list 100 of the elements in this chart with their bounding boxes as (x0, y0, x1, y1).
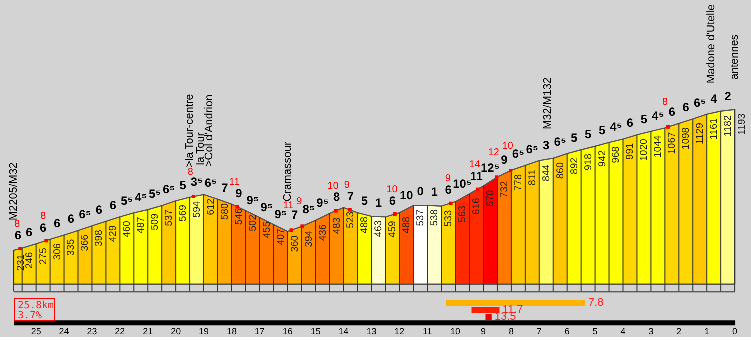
x-tick-label: 7 (536, 326, 542, 337)
annotation: 10 (386, 184, 398, 196)
annotation: 6 (389, 194, 396, 208)
data-label: 563 (458, 206, 469, 223)
x-tick-label: 21 (143, 326, 154, 337)
annotation: 6 (14, 228, 22, 242)
annotation: 9⁵ (260, 200, 274, 214)
bar (486, 314, 492, 320)
x-tick-label: 8 (508, 326, 514, 337)
data-label: 546 (234, 208, 245, 226)
data-label: 360 (290, 235, 301, 252)
annotation: 11 (470, 169, 484, 184)
annotation: 6 (40, 220, 47, 235)
annotation: 6 (54, 216, 61, 230)
annotation: 7 (222, 180, 229, 195)
annotation: 0 (417, 184, 424, 199)
data-label: 231 (16, 254, 27, 272)
x-tick-label: 13 (366, 326, 377, 337)
data-label: 569 (178, 204, 190, 222)
x-tick-label: 19 (199, 326, 210, 337)
x-tick-label: 11 (422, 326, 432, 337)
data-label: 844 (541, 164, 552, 182)
bar (446, 300, 586, 306)
data-label: 407 (276, 228, 287, 246)
annotation: 6 (26, 225, 34, 240)
annotation: 10 (502, 140, 514, 152)
annotation: 2 (724, 90, 732, 104)
annotation: 8 (662, 97, 668, 108)
annotation: 12⁵ (481, 160, 500, 175)
data-label: 537 (416, 209, 427, 226)
x-tick-label: 6 (564, 326, 570, 337)
data-label: 670 (485, 190, 496, 207)
point (449, 202, 453, 206)
annotation: 7 (292, 208, 299, 222)
data-label: 918 (583, 154, 594, 171)
annotation: 14 (469, 160, 481, 171)
data-label: 1044 (653, 135, 664, 158)
data-label: 811 (527, 169, 538, 186)
annotation: 8 (333, 190, 340, 204)
annotation: 6 (68, 212, 75, 226)
annotation: 6 (682, 100, 690, 114)
x-tick-label: 17 (254, 326, 265, 337)
data-label: 488 (360, 216, 371, 234)
annotation: 5 (584, 127, 592, 142)
annotation: 8 (40, 210, 47, 222)
x-tick-label: 24 (59, 326, 70, 337)
annotation: 9⁵ (316, 196, 329, 210)
annotation: 3.7% (18, 310, 42, 322)
annotation: 6⁵ (526, 142, 539, 156)
x-tick-label: 2 (676, 326, 682, 337)
x-tick-label: 10 (450, 326, 461, 337)
point (393, 212, 397, 216)
annotation: 7.8 (588, 297, 604, 310)
data-label: 580 (220, 203, 231, 220)
data-label: 594 (192, 200, 204, 218)
x-tick-label: 23 (87, 326, 98, 337)
data-label: 1020 (639, 138, 650, 162)
annotation: 8 (14, 218, 21, 230)
annotation: 9 (296, 196, 303, 208)
data-label: 246 (24, 252, 36, 269)
annotation: 6⁵ (694, 96, 706, 110)
x-tick-label: 9 (481, 326, 486, 337)
data-label: 436 (318, 224, 329, 242)
annotation: 6⁵ (554, 135, 566, 150)
annotation: 9 (236, 186, 243, 201)
annotation: Cramassour (282, 142, 294, 202)
annotation: 6⁵ (512, 147, 525, 162)
annotation: M2205/M32 (8, 162, 20, 221)
data-label: 778 (513, 174, 524, 192)
data-label: 533 (444, 210, 455, 227)
data-label: 306 (52, 243, 64, 260)
annotation: 5⁵ (148, 186, 162, 201)
data-label: 483 (332, 217, 343, 234)
x-tick-label: 5 (592, 326, 598, 337)
annotation: 6 (96, 202, 103, 217)
point (509, 169, 513, 173)
annotation: 8⁵ (302, 202, 315, 217)
annotation: antennes (729, 34, 742, 80)
point (666, 125, 670, 129)
point (495, 176, 499, 180)
x-tick-label: 4 (620, 326, 626, 337)
annotation: 6⁵ (162, 182, 176, 196)
annotation: 5 (361, 194, 368, 208)
annotation: 4⁵ (610, 120, 622, 134)
data-label: 612 (206, 198, 217, 216)
annotation: 5 (571, 130, 578, 145)
annotation: 9 (344, 180, 350, 192)
annotation: 5 (180, 178, 187, 192)
data-label: 429 (108, 225, 120, 242)
point (476, 188, 480, 192)
x-tick-label: 20 (171, 326, 182, 337)
data-label: 523 (346, 211, 357, 228)
point (44, 239, 48, 243)
annotation: >la Tour-centre (184, 94, 196, 168)
annotation: 5 (598, 124, 606, 138)
x-tick-label: 15 (310, 326, 321, 337)
data-label: 860 (555, 162, 566, 180)
annotation: Madone d'Utelle (705, 4, 718, 84)
x-tick-label: 3 (648, 326, 654, 337)
data-label: 1129 (695, 122, 706, 145)
